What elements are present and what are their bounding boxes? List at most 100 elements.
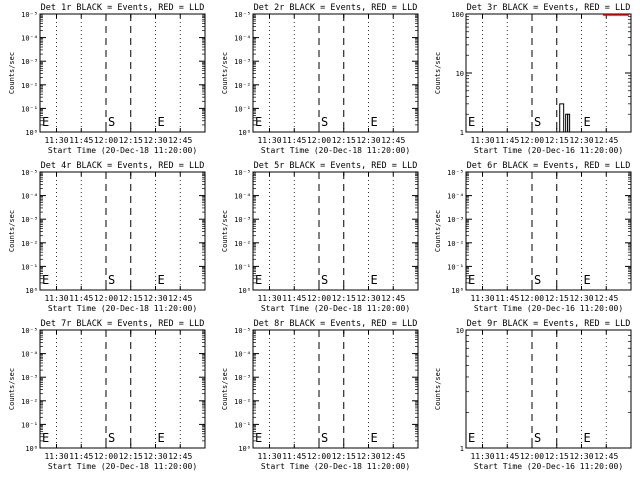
y-tick-label: 10⁻⁵ [234, 11, 251, 19]
event-marker-s: S [321, 273, 328, 287]
x-tick-label: 11:30 [257, 452, 281, 461]
x-tick-label: 12:30 [569, 136, 593, 145]
y-tick-label: 10⁻² [21, 398, 38, 406]
y-tick-label: 10⁻² [234, 240, 251, 248]
x-tick-label: 12:15 [332, 294, 356, 303]
x-axis-label: Start Time (20-Dec-16 11:20:00) [474, 462, 623, 471]
y-tick-label: 10⁻³ [21, 216, 38, 224]
y-tick-label: 10⁻¹ [21, 421, 38, 429]
x-tick-label: 11:45 [69, 294, 93, 303]
y-tick-label: 10⁻² [447, 240, 464, 248]
event-marker-s: S [321, 431, 328, 445]
x-tick-label: 12:30 [356, 294, 380, 303]
plot-frame [465, 329, 632, 449]
event-marker-s: S [108, 431, 115, 445]
panel-title: Det 4r BLACK = Events, RED = LLD [41, 161, 205, 171]
plot-frame [252, 329, 419, 449]
y-tick-label: 1 [460, 445, 464, 453]
event-marker-s: S [534, 115, 541, 129]
y-axis-label: Counts/sec [221, 52, 229, 94]
y-axis-label: Counts/sec [434, 52, 442, 94]
x-tick-label: 11:45 [69, 452, 93, 461]
x-tick-label: 11:30 [470, 136, 494, 145]
y-tick-label: 10⁻⁵ [234, 327, 251, 335]
x-tick-label: 12:45 [168, 452, 192, 461]
y-tick-label: 10⁻⁵ [21, 169, 38, 177]
event-marker-e: E [158, 273, 165, 287]
x-tick-label: 12:15 [332, 136, 356, 145]
x-tick-label: 12:00 [520, 452, 544, 461]
y-tick-label: 10⁻² [21, 240, 38, 248]
x-tick-label: 12:00 [307, 452, 331, 461]
x-axis-label: Start Time (20-Dec-18 11:20:00) [48, 146, 197, 155]
x-tick-label: 12:00 [307, 294, 331, 303]
x-tick-label: 12:30 [569, 294, 593, 303]
x-tick-label: 12:00 [94, 136, 118, 145]
x-tick-label: 12:45 [594, 294, 618, 303]
event-marker-e: E [371, 115, 378, 129]
x-tick-label: 12:00 [520, 136, 544, 145]
y-tick-label: 10⁻² [234, 82, 251, 90]
x-axis-label: Start Time (20-Dec-18 11:20:00) [48, 304, 197, 313]
y-axis-label: Counts/sec [434, 210, 442, 252]
detector-panel: Det 6r BLACK = Events, RED = LLD 11:30 11:… [434, 161, 632, 313]
x-tick-label: 11:45 [282, 452, 306, 461]
x-tick-label: 12:30 [356, 136, 380, 145]
plot-frame [465, 171, 632, 291]
y-tick-label: 10⁻⁵ [234, 169, 251, 177]
panel-title: Det 9r BLACK = Events, RED = LLD [467, 319, 631, 329]
event-marker-e: E [42, 115, 49, 129]
x-axis-label: Start Time (20-Dec-16 11:20:00) [474, 304, 623, 313]
y-axis-label: Counts/sec [221, 368, 229, 410]
y-tick-label: 10⁻⁵ [447, 169, 464, 177]
x-axis-label: Start Time (20-Dec-18 11:20:00) [261, 462, 410, 471]
x-tick-label: 12:30 [143, 294, 167, 303]
x-axis-label: Start Time (20-Dec-18 11:20:00) [48, 462, 197, 471]
x-tick-label: 12:00 [307, 136, 331, 145]
event-marker-s: S [534, 273, 541, 287]
y-tick-label: 10⁻¹ [234, 263, 251, 271]
count-bar [559, 103, 565, 132]
x-tick-label: 11:30 [257, 136, 281, 145]
x-tick-label: 11:45 [282, 294, 306, 303]
x-tick-label: 12:00 [94, 452, 118, 461]
y-tick-label: 10⁻⁴ [234, 193, 251, 201]
detector-panel: Det 9r BLACK = Events, RED = LLD 11:30 11:… [434, 319, 632, 471]
y-tick-label: 10⁰ [25, 445, 38, 453]
y-tick-label: 100 [451, 11, 464, 19]
event-marker-e: E [255, 115, 262, 129]
y-tick-label: 10⁻⁵ [21, 11, 38, 19]
event-marker-s: S [321, 115, 328, 129]
y-axis-label: Counts/sec [8, 368, 16, 410]
y-tick-label: 10⁻³ [234, 216, 251, 224]
event-marker-e: E [158, 431, 165, 445]
event-marker-e: E [468, 431, 475, 445]
panel-title: Det 1r BLACK = Events, RED = LLD [41, 3, 205, 13]
detector-panel: Det 1r BLACK = Events, RED = LLD 11:30 11:… [8, 3, 206, 155]
x-tick-label: 11:45 [495, 452, 519, 461]
y-tick-label: 10⁻² [21, 82, 38, 90]
y-tick-label: 10⁰ [238, 445, 251, 453]
y-tick-label: 10⁻³ [234, 374, 251, 382]
x-tick-label: 12:45 [168, 294, 192, 303]
x-tick-label: 12:15 [332, 452, 356, 461]
x-tick-label: 11:45 [69, 136, 93, 145]
x-tick-label: 12:15 [119, 136, 143, 145]
y-tick-label: 10⁻⁴ [21, 35, 38, 43]
event-marker-e: E [468, 273, 475, 287]
panel-title: Det 8r BLACK = Events, RED = LLD [254, 319, 418, 329]
x-tick-label: 12:30 [569, 452, 593, 461]
panel-title: Det 7r BLACK = Events, RED = LLD [41, 319, 205, 329]
plot-frame [252, 13, 419, 133]
y-tick-label: 10⁻³ [21, 58, 38, 66]
x-tick-label: 11:30 [470, 294, 494, 303]
event-marker-e: E [255, 273, 262, 287]
y-tick-label: 10⁻⁴ [234, 35, 251, 43]
detector-panel: Det 4r BLACK = Events, RED = LLD 11:30 11:… [8, 161, 206, 313]
x-tick-label: 11:45 [495, 294, 519, 303]
detector-panel: Det 5r BLACK = Events, RED = LLD 11:30 11:… [221, 161, 419, 313]
x-tick-label: 12:45 [168, 136, 192, 145]
event-marker-e: E [584, 273, 591, 287]
